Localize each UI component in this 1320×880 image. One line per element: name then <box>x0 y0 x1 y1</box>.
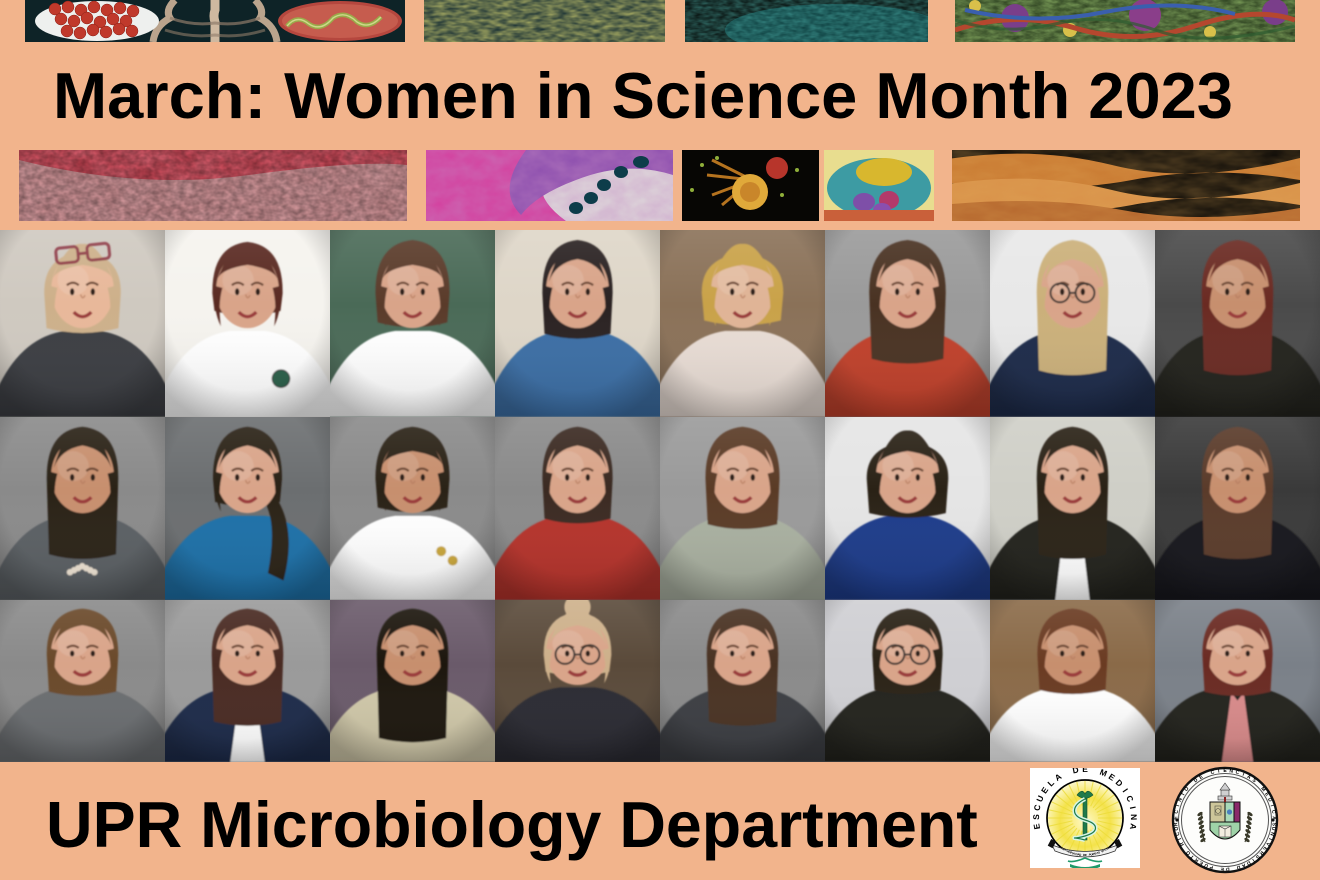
svg-text:N: N <box>1129 814 1139 820</box>
svg-text:E: E <box>1085 853 1087 857</box>
svg-text:D: D <box>1072 768 1080 775</box>
svg-text:E: E <box>1082 768 1088 774</box>
svg-text:S: S <box>1031 814 1041 820</box>
